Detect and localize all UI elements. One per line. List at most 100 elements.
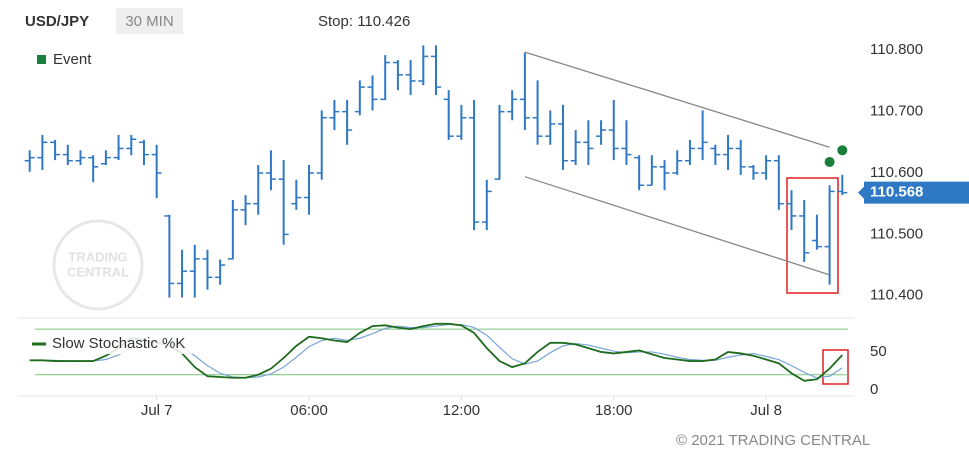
ohlc-bar [545,110,556,145]
ohlc-bar [367,75,378,111]
ohlc-bar [608,99,619,161]
ohlc-bar [291,179,302,210]
x-tick-label: Jul 7 [141,402,173,419]
ohlc-bar [811,214,822,250]
ohlc-bar [469,99,480,231]
ohlc-bar [481,179,492,231]
ohlc-bar [126,134,137,156]
ohlc-bar [570,130,581,166]
copyright: © 2021 TRADING CENTRAL [676,432,870,449]
ohlc-bar [723,134,734,170]
legend-background [30,334,210,354]
ohlc-bar [304,165,315,215]
ohlc-bar [431,45,441,96]
ohlc-bar [748,165,759,180]
x-tick-label: Jul 8 [750,402,782,419]
legend-label: Slow Stochastic %K [52,335,185,352]
ohlc-bar [443,90,454,140]
event-dot [837,145,848,156]
ohlc-bar [672,150,683,175]
ohlc-bar [177,249,188,298]
ohlc-bar [113,134,124,161]
ohlc-bar [151,144,162,199]
ohlc-bar [837,174,848,196]
ohlc-bar [824,185,835,285]
trend-line [524,51,830,148]
ohlc-bar [596,120,607,145]
ohlc-bar [773,155,784,210]
ohlc-bar [519,52,530,131]
x-tick-label: 12:00 [443,402,481,419]
stop-label: Stop: 110.426 [318,13,410,30]
ohlc-bar [621,120,632,166]
ohlc-bar [799,200,810,262]
symbol: USD/JPY [25,13,89,30]
ohlc-bar [100,150,111,166]
ohlc-bar [88,155,99,183]
ohlc-bar [761,155,772,180]
ohlc-bar [75,150,86,166]
ohlc-bar [532,80,543,145]
event-dot [824,156,835,167]
highlight-box [822,349,849,385]
ohlc-bar [456,104,467,140]
watermark-text: CENTRAL [67,264,129,279]
y-tick-label: 110.600 [870,164,923,181]
ohlc-bar [253,165,264,215]
y-tick-label: 110.700 [870,103,923,120]
ohlc-bar [50,139,61,161]
ohlc-bar [240,195,251,226]
ohlc-bar [62,144,73,166]
ohlc-bar [265,150,276,191]
ohlc-bar [710,144,721,166]
y-tick-label: 50 [870,343,887,360]
ohlc-bar [37,134,48,170]
last-price-label: 110.568 [870,184,923,201]
ohlc-bar [507,90,518,121]
ohlc-bar [583,120,594,166]
ohlc-bar [380,55,391,101]
y-tick-label: 110.500 [870,225,923,242]
ohlc-bar [24,150,35,172]
legend-swatch [37,55,46,64]
trend-line [524,176,830,276]
ohlc-bar [735,139,746,175]
interval-badge [116,8,183,34]
ohlc-bar [646,155,657,187]
watermark-ring [52,219,144,311]
ohlc-bar [354,80,365,116]
ohlc-bar [316,110,327,180]
ohlc-bar [164,214,175,298]
ohlc-bar [342,99,353,145]
ohlc-bar [697,110,708,161]
y-tick-label: 110.800 [870,41,923,58]
watermark-text: TRADING [68,249,127,264]
ohlc-bar [227,200,238,260]
ohlc-bar [634,155,645,191]
x-tick-label: 18:00 [595,402,633,419]
ohlc-bar [202,249,213,290]
ohlc-bar [138,139,149,166]
x-tick-label: 06:00 [290,402,328,419]
last-price-flag [858,181,969,204]
ohlc-bar [215,259,226,285]
ohlc-bar [557,104,568,170]
ohlc-bar [329,99,340,131]
ohlc-bar [405,60,416,96]
y-tick-label: 0 [870,381,878,398]
highlight-box [786,177,839,294]
interval: 30 MIN [125,13,173,30]
ohlc-bar [494,104,505,180]
ohlc-bar [392,60,403,91]
ohlc-bar [684,139,695,166]
legend-label: Event [53,51,92,68]
ohlc-bar [418,45,429,86]
ohlc-bar [189,244,200,298]
ohlc-bar [659,160,670,191]
y-tick-label: 110.400 [870,287,923,304]
watermark: TRADING CENTRAL [52,219,144,311]
ohlc-bar [786,190,797,231]
ohlc-bar [278,160,289,245]
